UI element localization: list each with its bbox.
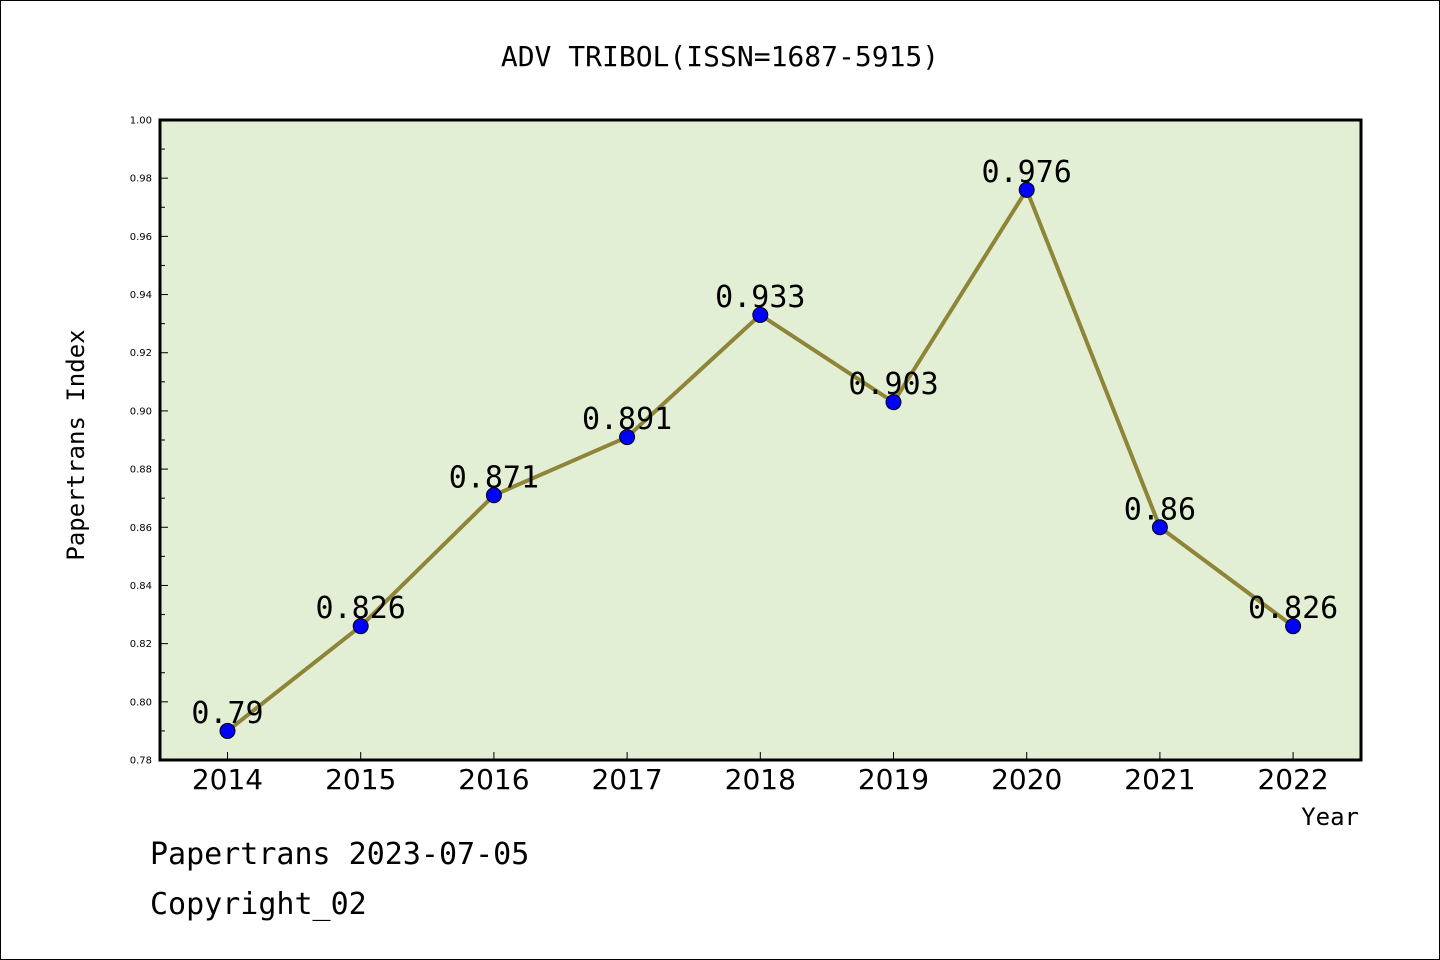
y-axis-label: Papertrans Index [62,329,90,560]
data-point [219,722,236,739]
x-tick-label: 2019 [858,763,929,796]
y-tick-label: 0.84 [130,581,152,592]
x-axis-label: Year [1301,803,1359,831]
y-tick-label: 0.78 [130,756,152,767]
footer-copyright: Copyright_02 [150,887,367,922]
y-tick-label: 1.00 [130,116,152,127]
x-tick-label: 2020 [991,763,1062,796]
data-point [1151,519,1168,536]
data-point [1285,618,1302,635]
data-point [352,618,369,635]
plot-border [158,118,1363,762]
y-tick-label: 0.86 [130,523,152,534]
data-label: 0.933 [715,280,805,315]
data-label: 0.826 [316,591,406,626]
data-point [885,394,902,411]
data-label: 0.976 [982,155,1072,190]
x-tick-label: 2016 [458,763,529,796]
data-label: 0.891 [582,402,672,437]
data-label: 0.86 [1124,492,1196,527]
x-tick-label: 2017 [591,763,662,796]
data-label: 0.871 [449,460,539,495]
x-tick-label: 2022 [1257,763,1328,796]
footer-date: Papertrans 2023-07-05 [150,837,529,872]
plot-area [160,120,1361,760]
y-axis-ticks: 0.78 0.80 0.82 0.84 0.86 0.88 0.90 0.92 0.94 0.96… [130,116,168,767]
y-tick-label: 0.98 [130,174,152,185]
data-point [485,487,502,504]
y-tick-label: 0.94 [130,290,152,301]
y-tick-label: 0.92 [130,348,152,359]
y-tick-label: 0.80 [130,697,152,708]
y-tick-label: 0.90 [130,406,152,417]
data-label: 0.826 [1248,591,1338,626]
data-points [219,181,1302,739]
x-axis-ticks: 2014 2015 2016 2017 2018 2019 2020 2021 2022 [192,752,1329,796]
data-point [752,306,769,323]
y-tick-label: 0.82 [130,639,152,650]
data-point [1018,181,1035,198]
data-label: 0.79 [191,696,263,731]
data-label: 0.903 [848,367,938,402]
x-tick-label: 2018 [725,763,796,796]
y-tick-label: 0.96 [130,232,152,243]
x-tick-label: 2015 [325,763,396,796]
data-labels: 0.79 0.826 0.871 0.891 0.933 0.903 0.976 0.86 0.… [191,155,1338,731]
chart-title: ADV TRIBOL(ISSN=1687-5915) [501,40,939,73]
x-tick-label: 2021 [1124,763,1195,796]
y-tick-label: 0.88 [130,465,152,476]
x-tick-label: 2014 [192,763,263,796]
data-point [619,429,636,446]
